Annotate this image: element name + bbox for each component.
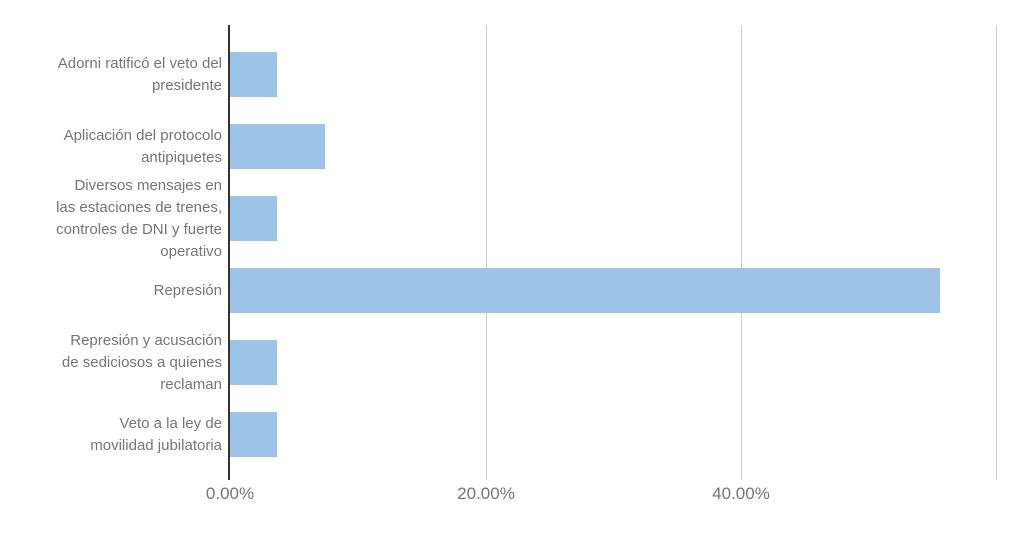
x-tick-label-40.00%: 40.00% [712,484,770,503]
category-label-4: Represión [153,281,222,299]
bar-2 [230,124,325,169]
gridline-20 [486,25,487,480]
category-label-3: Diversos mensajes en las estaciones de t… [56,176,222,260]
plot-area [228,25,997,480]
bar-3 [230,196,277,241]
x-tick-label-0.00%: 0.00% [205,484,255,503]
category-label-6: Veto a la ley de movilidad jubilatoria [90,414,222,454]
bar-1 [230,52,277,97]
category-label-1: Adorni ratificó el veto del presidente [57,54,222,94]
x-tick-label-20.00%: 20.00% [457,484,515,503]
gridline-40 [741,25,742,480]
gridline-60 [996,25,997,480]
category-label-2: Aplicación del protocolo antipiquetes [63,126,222,166]
bar-5 [230,340,277,385]
category-label-5: Represión y acusación de sediciosos a qu… [61,331,222,393]
bar-6 [230,412,277,457]
bar-4 [230,268,940,313]
